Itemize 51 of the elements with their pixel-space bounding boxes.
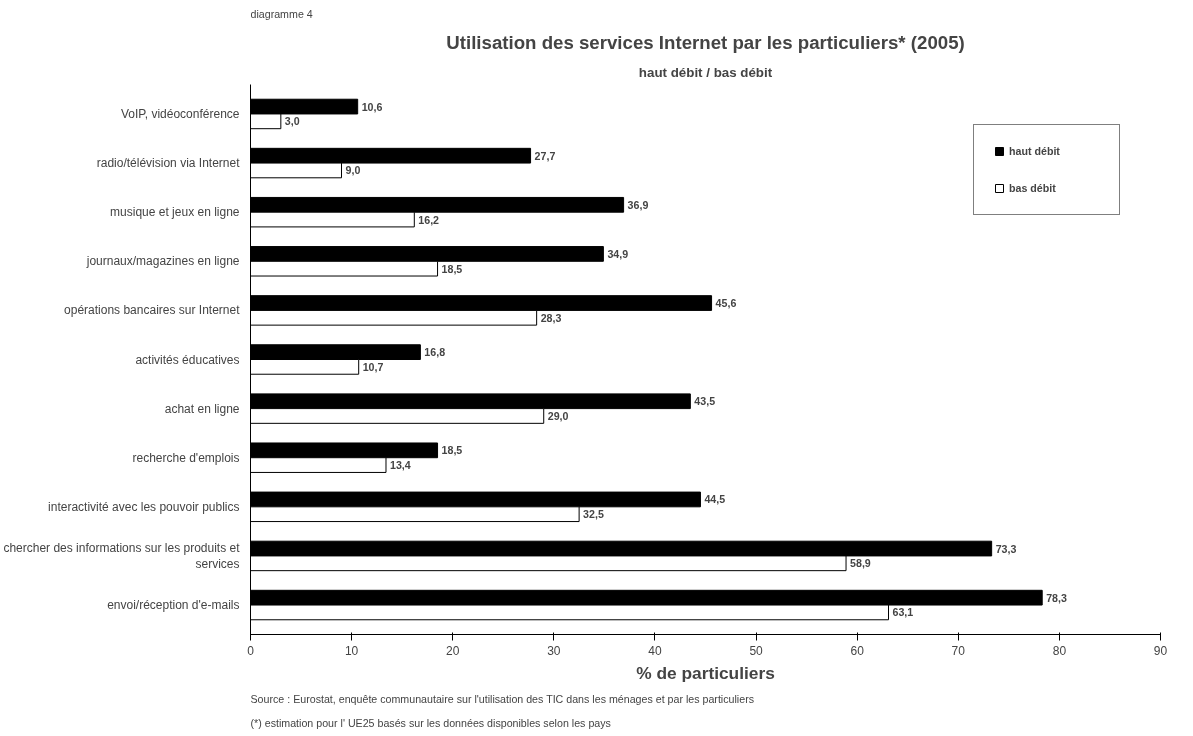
data-label: 45,6 xyxy=(715,297,737,310)
data-label: 63,1 xyxy=(892,606,914,619)
x-tick-label: 30 xyxy=(547,643,561,658)
y-tick-label: VoIP, vidéoconférence xyxy=(120,106,240,121)
text: (*) estimation pour l' UE25 basés sur les données disponibles selon les pays xyxy=(250,716,611,729)
y-tick-label: achat en ligne xyxy=(164,401,240,416)
chart-title: Utilisation des services Internet par les particuliers* (2005) xyxy=(446,31,965,53)
data-label: 29,0 xyxy=(547,409,569,422)
x-tick-label: 20 xyxy=(446,643,460,658)
x-tick-label: 80 xyxy=(1052,643,1067,658)
x-tick-label: 90 xyxy=(1153,643,1168,658)
x-tick-label: 0 xyxy=(247,643,255,658)
y-tick-label: envoi/réception d'e-mails xyxy=(107,598,240,613)
data-label: 10,7 xyxy=(362,360,384,373)
text: diagramme 4 xyxy=(250,7,313,20)
x-tick-label: 70 xyxy=(951,643,966,658)
y-tick-label: radio/télévision via Internet xyxy=(96,156,241,171)
y-tick-label: musique et jeux en ligne xyxy=(110,205,240,220)
data-label: 16,8 xyxy=(424,346,446,359)
data-label: 13,4 xyxy=(389,459,411,472)
x-tick-label: 10 xyxy=(344,643,359,658)
x-tick-label: 40 xyxy=(648,643,662,658)
chart-subtitle: haut débit / bas débit xyxy=(638,64,773,80)
data-label: 28,3 xyxy=(540,311,562,324)
y-tick-label: chercher des informations sur les produits et services xyxy=(3,540,241,572)
data-label: 10,6 xyxy=(361,100,383,113)
y-tick-label: recherche d'emplois xyxy=(132,450,240,465)
data-label: 32,5 xyxy=(583,508,604,521)
x-tick-label: 50 xyxy=(749,643,764,658)
legend-label: haut débit xyxy=(1009,145,1061,157)
x-axis-title: % de particuliers xyxy=(636,662,775,683)
x-tick-label: 60 xyxy=(850,643,865,658)
legend-label: bas débit xyxy=(1009,182,1057,194)
data-label: 36,9 xyxy=(627,198,649,211)
data-label: 78,3 xyxy=(1046,591,1068,604)
data-label: 43,5 xyxy=(694,395,716,408)
data-label: 18,5 xyxy=(441,262,463,275)
data-label: 16,2 xyxy=(418,213,440,226)
data-label: 18,5 xyxy=(441,444,463,457)
data-label: 58,9 xyxy=(850,557,871,570)
data-label: 3,0 xyxy=(284,115,300,128)
data-label: 27,7 xyxy=(534,149,556,162)
y-tick-label: opérations bancaires sur Internet xyxy=(64,303,241,318)
data-label: 44,5 xyxy=(704,493,726,506)
y-tick-label: journaux/magazines en ligne xyxy=(85,254,240,269)
y-tick-label: activités éducatives xyxy=(135,352,240,367)
source-note: Source : Eurostat, enquête communautaire sur l'utilisation des TIC dans les ménages et par les particuliers xyxy=(250,692,755,705)
data-label: 73,3 xyxy=(995,542,1017,555)
data-label: 34,9 xyxy=(607,247,629,260)
data-label: 9,0 xyxy=(345,164,361,177)
y-tick-label: interactivité avec les pouvoir publics xyxy=(48,499,240,514)
